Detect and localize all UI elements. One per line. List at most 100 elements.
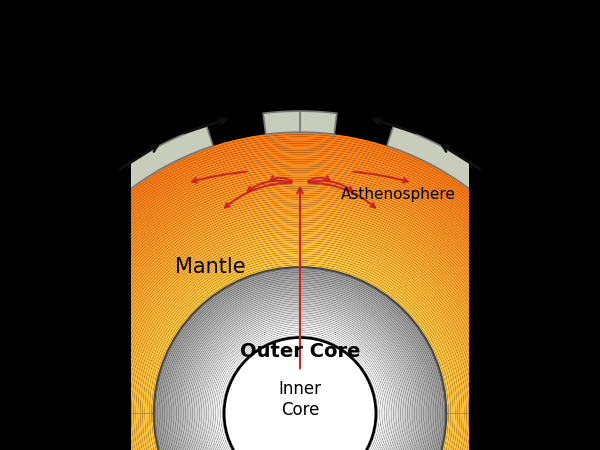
Wedge shape [178,292,422,450]
Wedge shape [184,297,416,450]
Polygon shape [263,111,300,134]
Wedge shape [159,272,441,450]
Wedge shape [70,184,530,414]
Polygon shape [8,306,66,338]
Wedge shape [113,227,487,414]
Wedge shape [68,182,532,414]
Wedge shape [196,310,404,450]
Wedge shape [133,247,467,414]
Wedge shape [189,302,411,450]
Wedge shape [28,414,572,450]
Wedge shape [199,313,401,450]
Wedge shape [70,414,530,450]
Wedge shape [100,213,500,414]
Text: 700 km: 700 km [58,288,115,303]
Wedge shape [118,231,482,414]
Wedge shape [61,175,539,414]
Wedge shape [109,222,491,414]
Wedge shape [21,135,579,414]
Wedge shape [97,211,503,414]
Wedge shape [57,171,543,414]
Wedge shape [37,150,563,414]
Wedge shape [59,173,541,414]
Wedge shape [44,157,557,414]
Wedge shape [46,159,554,414]
Wedge shape [185,299,415,450]
Wedge shape [155,269,445,450]
Wedge shape [168,281,432,450]
Wedge shape [161,274,439,450]
Wedge shape [41,414,559,450]
Wedge shape [77,191,523,414]
Text: Outer Core: Outer Core [240,342,360,361]
Wedge shape [75,414,525,450]
Wedge shape [55,168,545,414]
Wedge shape [210,324,390,450]
Wedge shape [143,256,458,414]
Wedge shape [68,414,532,450]
Wedge shape [122,414,478,450]
Wedge shape [221,334,379,450]
Wedge shape [50,164,550,414]
Wedge shape [143,414,458,450]
Wedge shape [140,254,460,414]
Wedge shape [133,414,467,450]
Wedge shape [157,271,443,450]
Wedge shape [172,285,428,450]
Wedge shape [53,414,548,450]
Wedge shape [104,414,496,450]
Wedge shape [39,153,561,414]
Polygon shape [387,126,587,327]
Wedge shape [75,189,525,414]
Wedge shape [111,414,489,450]
Wedge shape [109,414,491,450]
Wedge shape [136,249,464,414]
Text: Asthenosphere: Asthenosphere [341,187,456,202]
Wedge shape [197,311,403,450]
Wedge shape [91,414,509,450]
Text: Inner
Core: Inner Core [278,380,322,419]
Wedge shape [48,414,552,450]
Wedge shape [73,414,527,450]
Wedge shape [23,137,577,414]
Wedge shape [129,414,471,450]
Wedge shape [32,414,568,450]
Wedge shape [44,414,557,450]
Wedge shape [35,148,566,414]
Wedge shape [102,216,498,414]
Wedge shape [102,414,498,450]
Wedge shape [217,330,383,450]
Wedge shape [151,265,449,414]
Circle shape [224,338,376,450]
Wedge shape [97,414,503,450]
Wedge shape [138,252,462,414]
Wedge shape [194,308,406,450]
Wedge shape [35,414,566,450]
Wedge shape [113,414,487,450]
Wedge shape [21,414,579,450]
Wedge shape [28,141,572,414]
Wedge shape [107,220,493,414]
Wedge shape [223,336,377,450]
Wedge shape [84,198,516,414]
Wedge shape [82,195,518,414]
Wedge shape [84,414,516,450]
Wedge shape [86,414,514,450]
Wedge shape [19,414,581,450]
Wedge shape [182,295,418,450]
Wedge shape [203,316,397,450]
Wedge shape [55,414,545,450]
Wedge shape [64,414,536,450]
Wedge shape [170,283,430,450]
Wedge shape [77,414,523,450]
Wedge shape [164,278,436,450]
Wedge shape [50,414,550,450]
Wedge shape [48,162,552,414]
Wedge shape [115,414,485,450]
Wedge shape [82,414,518,450]
Wedge shape [149,414,451,450]
Wedge shape [57,414,543,450]
Wedge shape [86,200,514,414]
Wedge shape [212,325,388,450]
Wedge shape [107,414,493,450]
